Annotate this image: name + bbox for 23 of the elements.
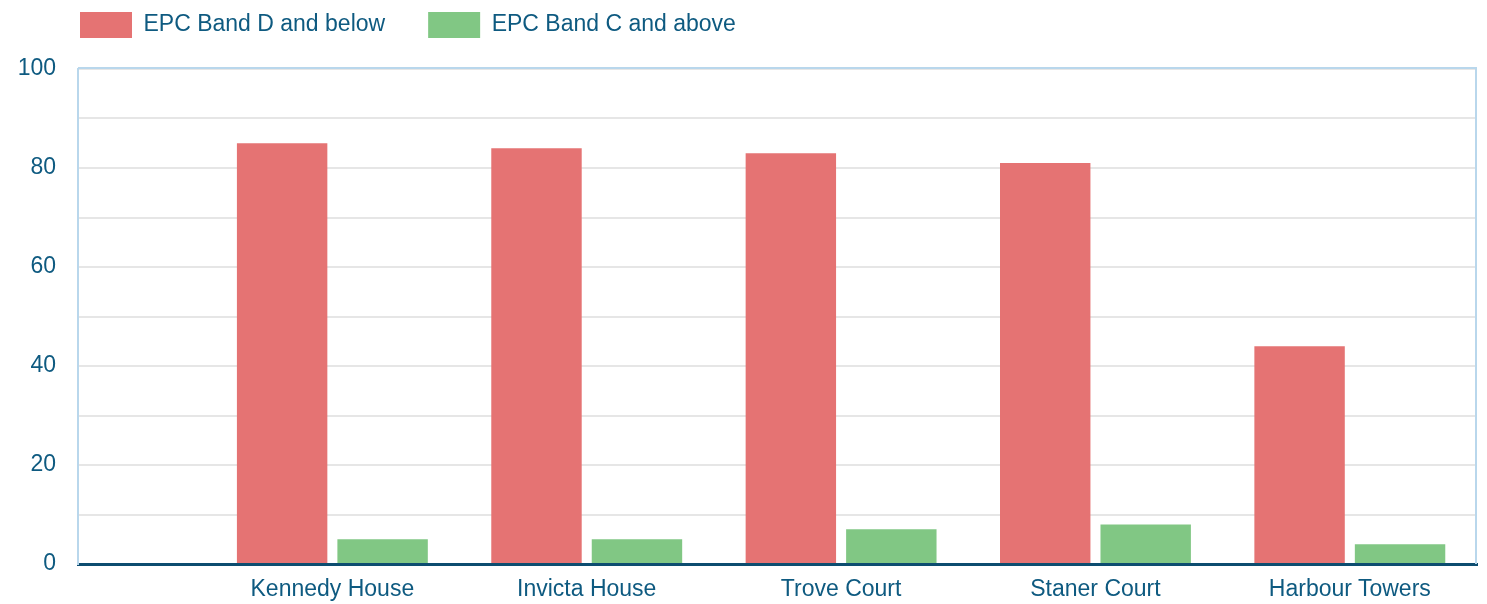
bar xyxy=(236,143,328,563)
legend-label: EPC Band D and below xyxy=(143,10,386,37)
x-tick-label: Invicta House xyxy=(517,575,657,602)
y-tick-label: 80 xyxy=(30,153,56,180)
bar xyxy=(491,148,582,563)
x-tick-label: Harbour Towers xyxy=(1268,575,1431,602)
x-tick-label: Trove Court xyxy=(780,575,902,602)
bar xyxy=(745,153,837,563)
y-tick-label: 60 xyxy=(30,252,56,279)
x-tick-label: Kennedy House xyxy=(250,575,415,602)
y-tick-label: 20 xyxy=(30,450,56,477)
y-tick-label: 0 xyxy=(43,549,56,576)
bar xyxy=(846,529,937,563)
bar xyxy=(1000,163,1091,563)
bar xyxy=(1254,346,1345,563)
y-tick-label: 40 xyxy=(30,351,56,378)
y-tick-label: 100 xyxy=(17,54,56,81)
x-tick-label: Staner Court xyxy=(1030,575,1162,602)
bar xyxy=(591,539,683,563)
bar xyxy=(1100,524,1191,563)
legend-label: EPC Band C and above xyxy=(491,10,736,37)
bar xyxy=(337,539,428,563)
bar xyxy=(1354,544,1446,563)
